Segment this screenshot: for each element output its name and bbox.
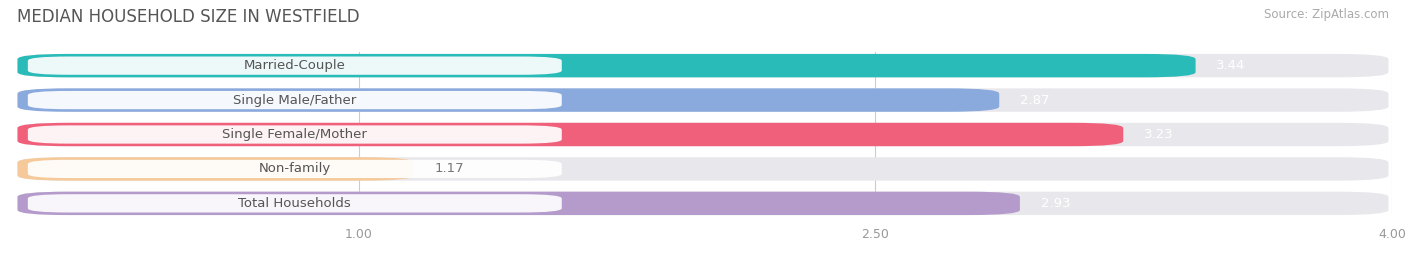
FancyBboxPatch shape bbox=[28, 194, 562, 213]
FancyBboxPatch shape bbox=[17, 123, 1123, 146]
Text: Source: ZipAtlas.com: Source: ZipAtlas.com bbox=[1264, 8, 1389, 21]
FancyBboxPatch shape bbox=[28, 160, 562, 178]
FancyBboxPatch shape bbox=[28, 56, 562, 75]
FancyBboxPatch shape bbox=[17, 157, 413, 181]
Text: Single Male/Father: Single Male/Father bbox=[233, 94, 357, 107]
Text: 1.17: 1.17 bbox=[434, 162, 464, 175]
FancyBboxPatch shape bbox=[17, 123, 1389, 146]
Text: MEDIAN HOUSEHOLD SIZE IN WESTFIELD: MEDIAN HOUSEHOLD SIZE IN WESTFIELD bbox=[17, 8, 360, 26]
Text: 2.87: 2.87 bbox=[1019, 94, 1049, 107]
FancyBboxPatch shape bbox=[17, 192, 1389, 215]
Text: 3.44: 3.44 bbox=[1216, 59, 1246, 72]
Text: 3.23: 3.23 bbox=[1144, 128, 1174, 141]
FancyBboxPatch shape bbox=[17, 192, 1019, 215]
FancyBboxPatch shape bbox=[17, 54, 1195, 77]
FancyBboxPatch shape bbox=[17, 88, 1389, 112]
Text: Total Households: Total Households bbox=[239, 197, 352, 210]
Text: Married-Couple: Married-Couple bbox=[243, 59, 346, 72]
Text: Single Female/Mother: Single Female/Mother bbox=[222, 128, 367, 141]
FancyBboxPatch shape bbox=[17, 88, 1000, 112]
FancyBboxPatch shape bbox=[28, 125, 562, 144]
Text: Non-family: Non-family bbox=[259, 162, 330, 175]
Text: 2.93: 2.93 bbox=[1040, 197, 1070, 210]
FancyBboxPatch shape bbox=[17, 54, 1389, 77]
FancyBboxPatch shape bbox=[17, 157, 1389, 181]
FancyBboxPatch shape bbox=[28, 91, 562, 109]
